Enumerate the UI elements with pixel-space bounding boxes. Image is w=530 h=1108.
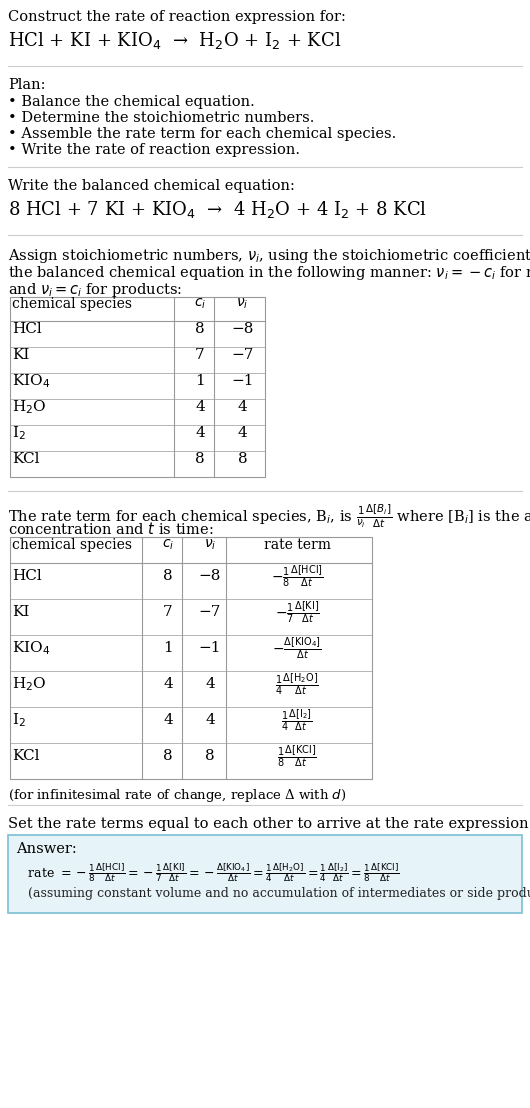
Bar xyxy=(10,297,265,478)
Text: 7: 7 xyxy=(163,605,173,619)
Text: rate term: rate term xyxy=(263,538,331,552)
Text: −1: −1 xyxy=(199,642,221,655)
Text: the balanced chemical equation in the following manner: $\nu_i = -c_i$ for react: the balanced chemical equation in the fo… xyxy=(8,264,530,283)
Text: Plan:: Plan: xyxy=(8,78,46,92)
Text: Assign stoichiometric numbers, $\nu_i$, using the stoichiometric coefficients, $: Assign stoichiometric numbers, $\nu_i$, … xyxy=(8,247,530,265)
Text: 8: 8 xyxy=(163,749,173,763)
Text: $-\frac{\Delta[\mathrm{KIO_4}]}{\Delta t}$: $-\frac{\Delta[\mathrm{KIO_4}]}{\Delta t… xyxy=(272,635,322,660)
Text: rate $= -\frac{1}{8}\frac{\Delta[\mathrm{HCl}]}{\Delta t} = -\frac{1}{7}\frac{\D: rate $= -\frac{1}{8}\frac{\Delta[\mathrm… xyxy=(16,861,400,884)
Text: chemical species: chemical species xyxy=(12,538,132,552)
Text: $c_i$: $c_i$ xyxy=(194,297,206,311)
Text: −7: −7 xyxy=(199,605,221,619)
Text: H$_2$O: H$_2$O xyxy=(12,398,47,416)
Text: The rate term for each chemical species, B$_i$, is $\frac{1}{\nu_i}\frac{\Delta[: The rate term for each chemical species,… xyxy=(8,503,530,531)
Text: Set the rate terms equal to each other to arrive at the rate expression:: Set the rate terms equal to each other t… xyxy=(8,817,530,831)
Text: 4: 4 xyxy=(163,714,173,727)
Text: 4: 4 xyxy=(195,425,205,440)
Text: HCl: HCl xyxy=(12,570,42,583)
Text: $\frac{1}{4}\frac{\Delta[\mathrm{H_2O}]}{\Delta t}$: $\frac{1}{4}\frac{\Delta[\mathrm{H_2O}]}… xyxy=(275,671,319,697)
Text: 8 HCl + 7 KI + KIO$_4$  →  4 H$_2$O + 4 I$_2$ + 8 KCl: 8 HCl + 7 KI + KIO$_4$ → 4 H$_2$O + 4 I$… xyxy=(8,199,427,220)
Text: $\frac{1}{8}\frac{\Delta[\mathrm{KCl}]}{\Delta t}$: $\frac{1}{8}\frac{\Delta[\mathrm{KCl}]}{… xyxy=(277,743,317,769)
Text: I$_2$: I$_2$ xyxy=(12,711,26,729)
Text: 4: 4 xyxy=(237,400,248,414)
Text: 4: 4 xyxy=(195,400,205,414)
Text: Write the balanced chemical equation:: Write the balanced chemical equation: xyxy=(8,179,295,193)
Text: 8: 8 xyxy=(205,749,215,763)
Text: • Balance the chemical equation.: • Balance the chemical equation. xyxy=(8,95,255,109)
Text: 4: 4 xyxy=(205,714,215,727)
Text: KCl: KCl xyxy=(12,452,40,466)
Text: $c_i$: $c_i$ xyxy=(162,537,174,552)
Bar xyxy=(8,835,522,913)
Text: 8: 8 xyxy=(237,452,248,466)
Text: Answer:: Answer: xyxy=(16,842,77,856)
Text: KIO$_4$: KIO$_4$ xyxy=(12,639,50,657)
Text: Construct the rate of reaction expression for:: Construct the rate of reaction expressio… xyxy=(8,10,346,24)
Text: 8: 8 xyxy=(195,452,205,466)
Text: HCl: HCl xyxy=(12,322,42,336)
Text: 8: 8 xyxy=(163,570,173,583)
Text: 1: 1 xyxy=(163,642,173,655)
Text: 1: 1 xyxy=(195,375,205,388)
Text: $\frac{1}{4}\frac{\Delta[\mathrm{I_2}]}{\Delta t}$: $\frac{1}{4}\frac{\Delta[\mathrm{I_2}]}{… xyxy=(281,707,313,732)
Text: 8: 8 xyxy=(195,322,205,336)
Text: −7: −7 xyxy=(231,348,254,362)
Text: −8: −8 xyxy=(231,322,254,336)
Text: KI: KI xyxy=(12,348,29,362)
Text: concentration and $t$ is time:: concentration and $t$ is time: xyxy=(8,521,214,537)
Text: −1: −1 xyxy=(231,375,254,388)
Text: HCl + KI + KIO$_4$  →  H$_2$O + I$_2$ + KCl: HCl + KI + KIO$_4$ → H$_2$O + I$_2$ + KC… xyxy=(8,30,341,51)
Text: $\nu_i$: $\nu_i$ xyxy=(204,537,216,552)
Text: $-\frac{1}{8}\frac{\Delta[\mathrm{HCl}]}{\Delta t}$: $-\frac{1}{8}\frac{\Delta[\mathrm{HCl}]}… xyxy=(271,563,323,588)
Text: I$_2$: I$_2$ xyxy=(12,424,26,442)
Text: chemical species: chemical species xyxy=(12,297,132,311)
Bar xyxy=(10,537,372,779)
Text: $\nu_i$: $\nu_i$ xyxy=(236,297,249,311)
Text: and $\nu_i = c_i$ for products:: and $\nu_i = c_i$ for products: xyxy=(8,281,182,299)
Text: −8: −8 xyxy=(199,570,221,583)
Text: (for infinitesimal rate of change, replace Δ with $d$): (for infinitesimal rate of change, repla… xyxy=(8,787,347,804)
Text: • Assemble the rate term for each chemical species.: • Assemble the rate term for each chemic… xyxy=(8,127,396,141)
Text: KI: KI xyxy=(12,605,29,619)
Text: 4: 4 xyxy=(163,677,173,691)
Text: • Determine the stoichiometric numbers.: • Determine the stoichiometric numbers. xyxy=(8,111,314,125)
Text: H$_2$O: H$_2$O xyxy=(12,675,47,692)
Text: (assuming constant volume and no accumulation of intermediates or side products): (assuming constant volume and no accumul… xyxy=(16,888,530,900)
Text: KIO$_4$: KIO$_4$ xyxy=(12,372,50,390)
Text: • Write the rate of reaction expression.: • Write the rate of reaction expression. xyxy=(8,143,300,157)
Text: 4: 4 xyxy=(205,677,215,691)
Text: 7: 7 xyxy=(195,348,205,362)
Text: $-\frac{1}{7}\frac{\Delta[\mathrm{KI}]}{\Delta t}$: $-\frac{1}{7}\frac{\Delta[\mathrm{KI}]}{… xyxy=(275,599,320,625)
Text: 4: 4 xyxy=(237,425,248,440)
Text: KCl: KCl xyxy=(12,749,40,763)
